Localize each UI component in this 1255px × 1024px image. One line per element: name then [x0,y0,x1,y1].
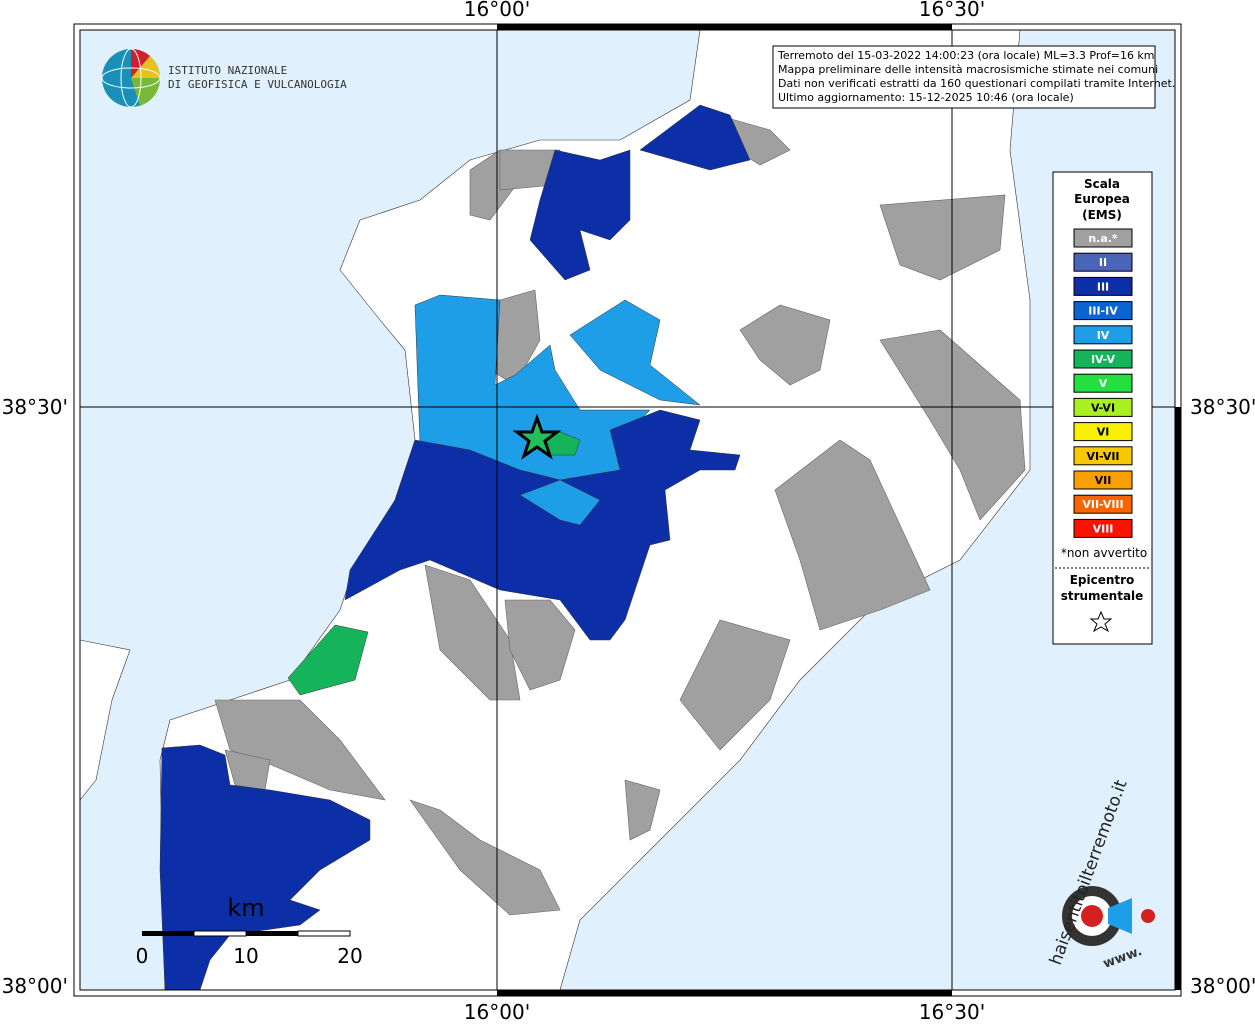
epicenter-star [512,413,562,460]
info-line: Ultimo aggiornamento: 15-12-2025 10:46 (… [778,91,1074,104]
info-line: Terremoto del 15-03-2022 14:00:23 (ora l… [777,49,1155,62]
legend: Scala Europea (EMS) *non avvertito Epice… [1052,171,1153,645]
legend-swatch [1073,518,1133,538]
scale-tick: 10 [233,944,258,968]
legend-title: Scala [1084,177,1120,191]
legend-label: III [1097,280,1109,293]
legend-label: VII [1095,474,1112,487]
legend-title: Europea [1074,192,1130,206]
legend-label: n.a.* [1088,232,1118,245]
ingv-logo: ISTITUTO NAZIONALE DI GEOFISICA E VULCAN… [101,48,347,108]
legend-swatch [1073,470,1133,490]
legend-label: VI [1097,426,1110,439]
legend-label: VIII [1093,522,1114,535]
sea-west [79,29,701,991]
info-line: Mappa preliminare delle intensità macros… [778,63,1158,76]
legend-swatch [1073,422,1133,442]
legend-swatch [1073,373,1133,393]
scale-unit: km [227,894,264,922]
scale-tick: 20 [337,944,362,968]
lon-label: 16°00' [464,0,530,21]
legend-swatch [1073,301,1133,321]
legend-swatch [1073,276,1133,296]
lon-label: 16°00' [464,1000,530,1024]
lat-label: 38°00' [1190,974,1255,998]
legend-label: IV-V [1091,353,1116,366]
legend-swatch [1073,494,1133,514]
legend-label: III-IV [1088,305,1118,318]
lat-label: 38°30' [2,395,68,419]
legend-swatch [1073,228,1133,248]
info-box: Terremoto del 15-03-2022 14:00:23 (ora l… [772,45,1175,109]
legend-swatch [1073,397,1133,417]
scale-bar: km 0 10 20 [136,894,363,968]
legend-epicenter: Epicentro [1070,573,1135,587]
legend-label: VII-VIII [1082,498,1123,511]
intensity-areas [159,104,751,991]
lon-label: 16°30' [919,0,985,21]
lat-label: 38°00' [2,974,68,998]
legend-label: II [1099,256,1107,269]
legend-label: V-VI [1091,401,1115,414]
legend-label: IV [1097,329,1110,342]
institute-name: DI GEOFISICA E VULCANOLOGIA [168,78,347,91]
legend-swatch [1073,252,1133,272]
scale-tick: 0 [136,944,149,968]
map-frame [73,23,1182,997]
legend-label: V [1099,377,1108,390]
legend-swatch [1073,446,1133,466]
legend-swatch [1073,349,1133,369]
lat-label: 38°30' [1190,395,1255,419]
graticule [80,30,1175,990]
legend-swatch [1073,325,1133,345]
info-line: Dati non verificati estratti da 160 ques… [778,77,1175,90]
legend-note: *non avvertito [1061,546,1147,560]
legend-title: (EMS) [1082,208,1122,222]
legend-label: VI-VII [1086,450,1119,463]
lon-label: 16°30' [919,1000,985,1024]
legend-epicenter: strumentale [1061,589,1144,603]
institute-name: ISTITUTO NAZIONALE [168,64,287,77]
